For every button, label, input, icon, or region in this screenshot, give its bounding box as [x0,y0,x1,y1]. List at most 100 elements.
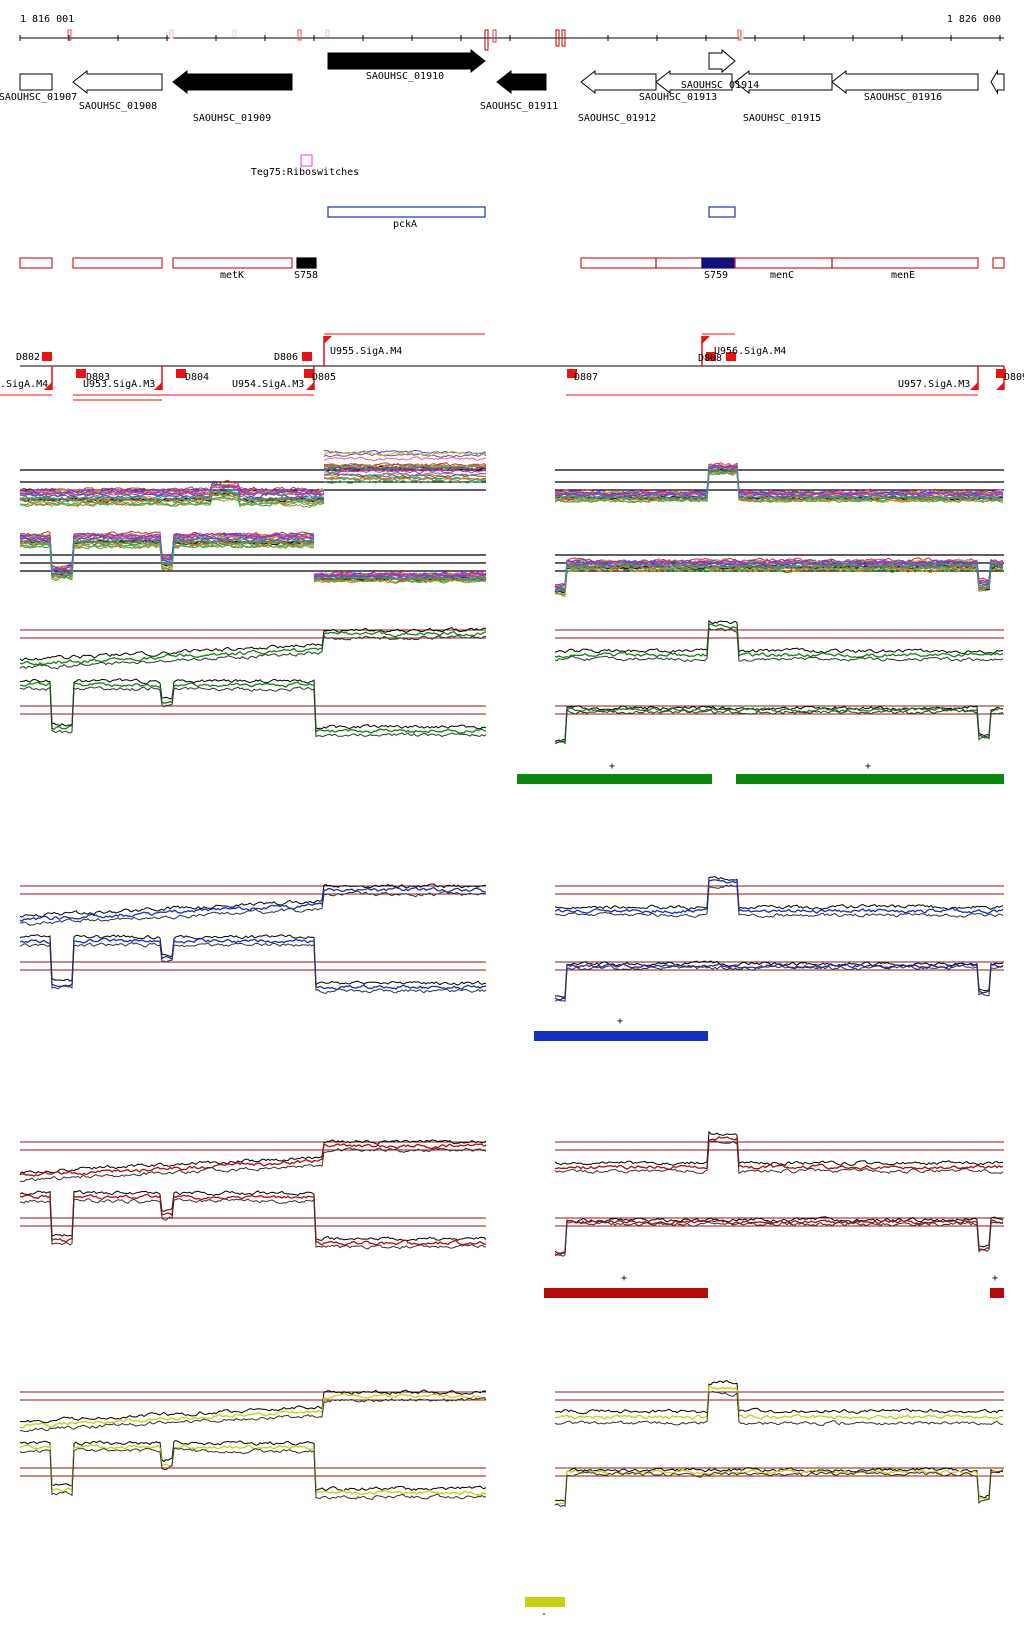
condition-trace [19,883,487,918]
segment-labels: metK S758 S759 menC menE [220,270,915,281]
gene-arrow [496,69,547,95]
condition-trace [19,886,487,923]
segment-box [580,257,657,269]
axis-peak-mark [325,29,330,37]
operon-label[interactable]: pckA [393,219,417,230]
condition-bar [544,1288,708,1298]
sample-trace [554,464,1004,496]
sample-trace [554,558,1004,587]
promoter-label[interactable]: U953.SigA.M3 [83,379,155,390]
gene-label[interactable]: SAOUHSC_01908 [79,101,157,112]
condition-trace [20,1197,487,1250]
condition-trace [19,890,487,926]
condition-trace [554,1470,1004,1508]
promoter-label[interactable]: D806 [274,352,298,363]
promoter-label[interactable]: D804 [185,372,209,383]
condition-bar [990,1288,1004,1298]
gene-arrow [708,48,736,74]
condition-trace [554,1136,1004,1171]
condition-trace [19,1147,487,1182]
condition-trace [554,875,1004,911]
promoter-label[interactable]: D803 [86,372,110,383]
condition-trace [554,619,1004,654]
promoter-box [304,369,314,378]
condition-bar [517,774,712,784]
promoter-label[interactable]: D807 [574,372,598,383]
promoter-label[interactable]: D805 [312,372,336,383]
gene-label[interactable]: SAOUHSC_01910 [366,71,444,82]
condition-trace [554,1140,1004,1175]
segment-label: S759 [704,270,728,281]
promoter-label[interactable]: D809 [1004,372,1024,383]
condition-trace [19,1392,487,1429]
sample-trace [554,469,1004,501]
sample-trace [313,576,487,581]
promoter-label[interactable]: D802 [16,352,40,363]
gene-label[interactable]: SAOUHSC_01907 [0,92,77,103]
condition-trace [554,1220,1004,1257]
sample-trace [323,471,487,477]
promoter-label[interactable]: .SigA.M4 [0,379,48,390]
riboswitch-label[interactable]: Teg75:Riboswitches [251,167,359,178]
gene-arrow [580,69,657,95]
gene-label[interactable]: SAOUHSC_01911 [480,101,558,112]
promoter-label[interactable]: U954.SigA.M3 [232,379,304,390]
sample-trace [555,468,1004,500]
segment-box [19,257,53,269]
sample-trace [19,485,325,497]
promoter-flag [702,336,710,344]
condition-trace [554,627,1004,663]
segment-label: menE [891,270,915,281]
gene-label[interactable]: SAOUHSC_01916 [864,92,942,103]
terminator-flag [996,382,1004,390]
gene-track [19,48,1005,95]
promoter-box [176,369,186,378]
promoter-box [302,352,312,361]
condition-trace [554,1219,1004,1256]
gene-label[interactable]: SAOUHSC_01912 [578,113,656,124]
condition-trace [554,705,1004,742]
riboswitch-box[interactable] [300,154,313,167]
gene-arrow [19,73,53,91]
condition-trace [19,1397,487,1433]
promoter-label[interactable]: D808 [698,353,722,364]
promoter-box [567,369,577,378]
promoter-label[interactable]: U957.SigA.M3 [898,379,970,390]
operon-box[interactable] [708,206,736,218]
gene-label[interactable]: SAOUHSC_01913 [639,92,717,103]
operon-box[interactable] [327,206,486,218]
promoter-label[interactable]: U956.SigA.M4 [714,346,786,357]
promoter-box [706,352,716,361]
gene-label[interactable]: SAOUHSC_01909 [193,113,271,124]
gene-label[interactable]: SAOUHSC_01914 [681,80,759,91]
condition-bar [525,1597,565,1607]
coord-end-label: 1 826 000 [947,14,1001,25]
condition-trace [19,1447,487,1501]
condition-trace [20,678,487,730]
segment-label: menC [770,270,794,281]
sample-trace [554,562,1004,592]
condition-trace [19,941,487,995]
promoter-label[interactable]: U955.SigA.M4 [330,346,402,357]
condition-trace [554,1380,1004,1415]
bar-sign: + [609,761,615,772]
promoter-box [42,352,52,361]
terminator-flag [44,382,52,390]
coordinate-axis: 1 816 001 1 826 000 [19,14,1004,51]
promoter-track [0,333,1006,401]
sample-trace [554,462,1004,495]
segment-box [992,257,1005,269]
condition-bar [534,1031,708,1041]
condition-trace [19,634,487,670]
terminator-flag [970,382,978,390]
segment-box [655,257,703,269]
condition-trace [19,627,487,662]
bar-sign: + [617,1016,623,1027]
condition-trace [19,934,486,986]
gene-arrow [831,69,979,95]
gene-label[interactable]: SAOUHSC_01915 [743,113,821,124]
sample-trace [19,539,315,577]
promoter-box [996,369,1006,378]
segment-box [701,257,736,269]
